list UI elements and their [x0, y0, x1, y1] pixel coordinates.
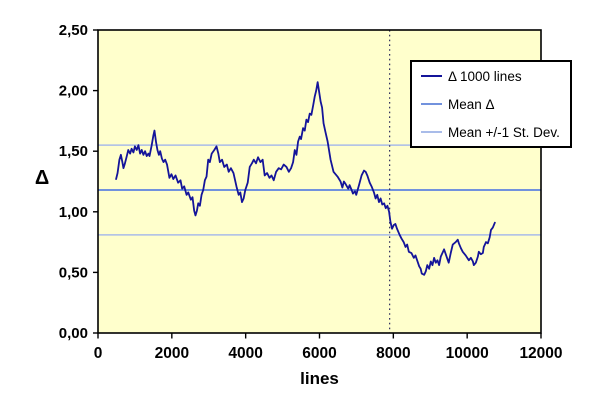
stdev-line-swatch-icon — [421, 131, 442, 133]
x-axis-tick-label: 8000 — [376, 345, 410, 362]
legend: Δ 1000 lines Mean Δ Mean +/-1 St. Dev. — [410, 60, 572, 148]
legend-label-delta: Δ 1000 lines — [448, 68, 522, 84]
x-axis-tick-label: 0 — [94, 345, 103, 362]
legend-item-mean: Mean Δ — [421, 90, 570, 118]
series-delta-line — [115, 81, 496, 276]
legend-label-stdev: Mean +/-1 St. Dev. — [448, 124, 560, 140]
mean-line-swatch-icon — [421, 103, 442, 105]
y-axis-tick-label: 2,50 — [59, 22, 88, 39]
x-axis-tick-label: 10000 — [446, 345, 489, 362]
legend-label-mean: Mean Δ — [448, 96, 495, 112]
y-axis-tick-label: 0,50 — [59, 264, 88, 281]
legend-item-delta: Δ 1000 lines — [421, 62, 570, 90]
x-axis-tick-label: 6000 — [302, 345, 336, 362]
legend-item-stdev: Mean +/-1 St. Dev. — [421, 118, 570, 146]
y-axis-tick-label: 0,00 — [59, 325, 88, 342]
y-axis-tick-label: 2,00 — [59, 83, 88, 100]
x-axis-tick-label: 4000 — [228, 345, 262, 362]
x-axis-tick-label: 2000 — [155, 345, 189, 362]
series-line-swatch-icon — [421, 75, 442, 77]
y-axis-title: Δ — [34, 167, 50, 189]
x-axis-tick-label: 12000 — [519, 345, 562, 362]
x-axis-title: lines — [300, 369, 339, 388]
y-axis-tick-label: 1,50 — [59, 143, 88, 160]
y-axis-tick-label: 1,00 — [59, 204, 88, 221]
